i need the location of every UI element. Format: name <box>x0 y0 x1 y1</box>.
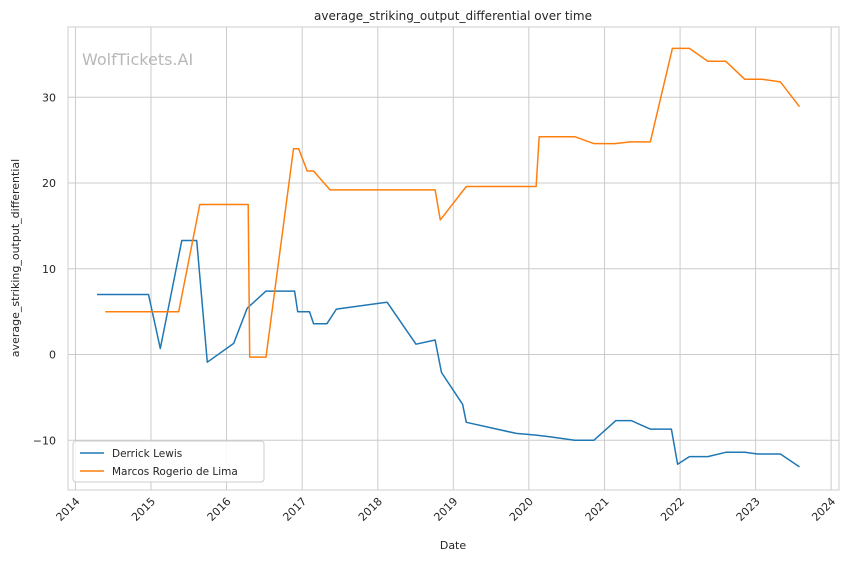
grid-lines <box>68 27 839 490</box>
x-tick-label: 2024 <box>809 495 838 524</box>
series-line-0 <box>97 239 800 468</box>
x-axis-label: Date <box>440 539 467 552</box>
x-tick-label: 2016 <box>205 495 234 524</box>
watermark-text: WolfTickets.AI <box>82 50 193 69</box>
x-tick-label: 2020 <box>507 495 536 524</box>
x-tick-label: 2014 <box>54 495 83 524</box>
legend: Derrick Lewis Marcos Rogerio de Lima <box>72 440 265 483</box>
x-tick-label: 2023 <box>734 495 763 524</box>
y-tick-label: −10 <box>33 434 56 447</box>
x-tick-label: 2021 <box>583 495 612 524</box>
x-axis-ticks: 2014 2015 2016 2017 2018 2019 2020 2021 2022 2023… <box>54 495 839 524</box>
chart-title: average_striking_output_differential ove… <box>314 9 592 23</box>
y-axis-label: average_striking_output_differential <box>9 159 22 357</box>
y-tick-label: 20 <box>42 177 56 190</box>
legend-label-0: Derrick Lewis <box>112 448 182 460</box>
x-tick-label: 2022 <box>658 495 687 524</box>
x-tick-label: 2018 <box>356 495 385 524</box>
legend-box <box>72 440 265 483</box>
x-tick-label: 2019 <box>431 495 460 524</box>
series-line-1 <box>105 47 801 358</box>
y-tick-label: 10 <box>42 263 56 276</box>
y-tick-label: 30 <box>42 91 56 104</box>
y-tick-label: 0 <box>49 349 56 362</box>
x-tick-label: 2015 <box>129 495 158 524</box>
legend-label-1: Marcos Rogerio de Lima <box>112 466 238 478</box>
y-axis-ticks: −10 0 10 20 30 <box>33 91 56 447</box>
series-lines <box>97 47 801 468</box>
x-tick-label: 2017 <box>280 495 309 524</box>
